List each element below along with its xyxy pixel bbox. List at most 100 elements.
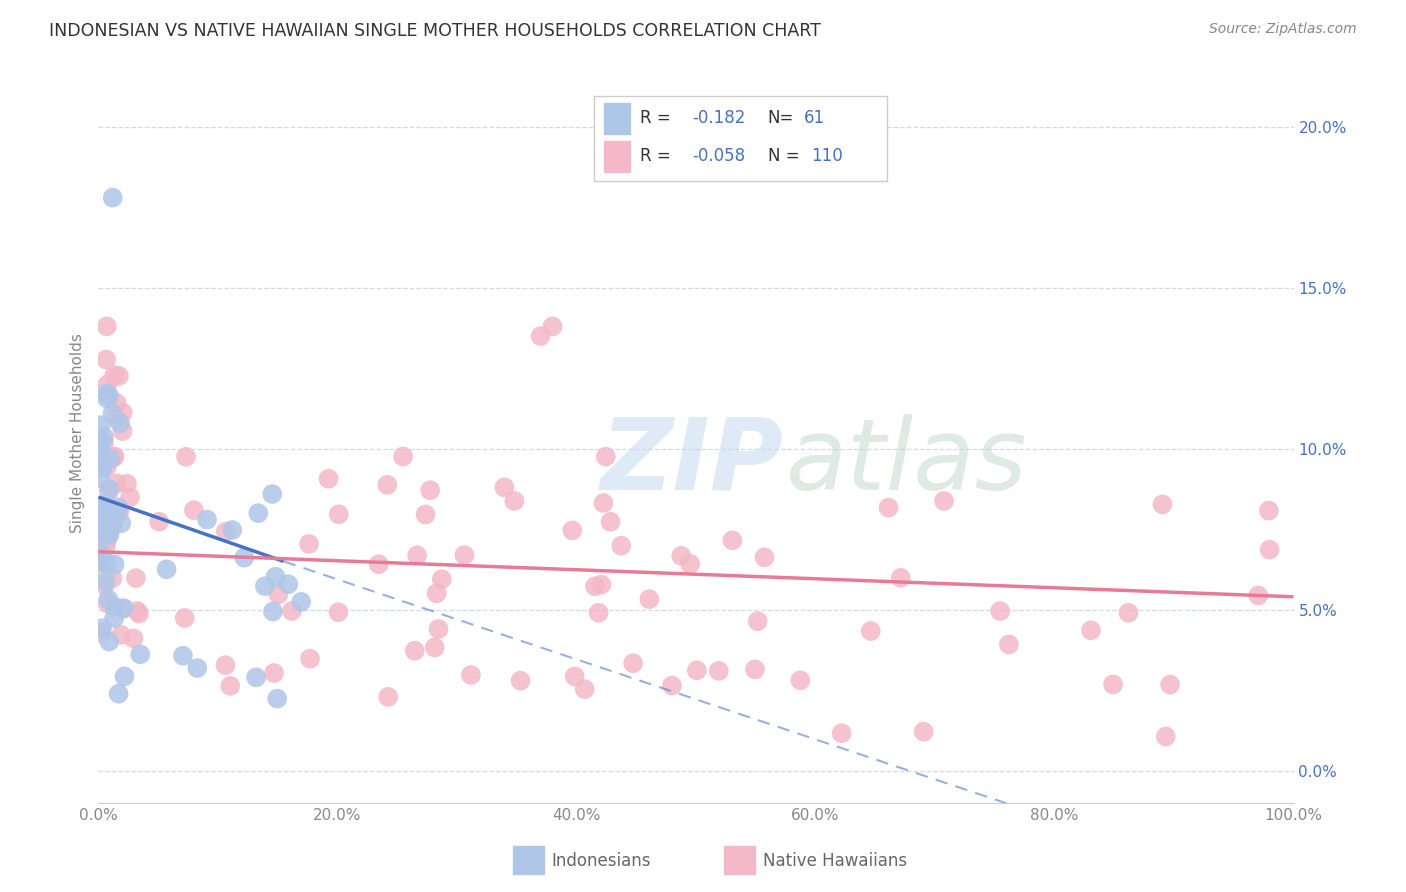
Point bbox=[148, 515, 170, 529]
Point bbox=[247, 506, 270, 520]
Point bbox=[890, 571, 912, 585]
Point bbox=[173, 611, 195, 625]
Point bbox=[96, 386, 118, 401]
Point bbox=[172, 648, 194, 663]
Point bbox=[96, 392, 118, 406]
Point bbox=[110, 628, 132, 642]
Point bbox=[127, 604, 149, 618]
Point bbox=[661, 679, 683, 693]
Point bbox=[89, 551, 111, 566]
Point bbox=[453, 548, 475, 562]
Point bbox=[262, 487, 284, 501]
Point bbox=[98, 634, 121, 648]
Text: atlas: atlas bbox=[786, 414, 1028, 511]
Point bbox=[101, 519, 124, 533]
Text: Source: ZipAtlas.com: Source: ZipAtlas.com bbox=[1209, 22, 1357, 37]
Point bbox=[96, 555, 118, 569]
Point bbox=[118, 490, 141, 504]
Point bbox=[591, 577, 613, 591]
Point bbox=[103, 368, 125, 383]
Y-axis label: Single Mother Households: Single Mother Households bbox=[69, 333, 84, 533]
Point bbox=[96, 527, 118, 541]
Text: 110: 110 bbox=[811, 147, 842, 165]
Point bbox=[94, 352, 117, 367]
Point bbox=[415, 508, 437, 522]
Point bbox=[107, 506, 129, 520]
Point bbox=[375, 477, 398, 491]
Text: R =: R = bbox=[640, 109, 676, 127]
Point bbox=[264, 570, 287, 584]
Point bbox=[509, 673, 531, 688]
Point bbox=[754, 550, 776, 565]
Point bbox=[108, 417, 131, 431]
Text: -0.058: -0.058 bbox=[692, 147, 745, 165]
Point bbox=[245, 670, 267, 684]
Point bbox=[101, 519, 124, 533]
Point bbox=[621, 657, 644, 671]
Point bbox=[574, 682, 596, 697]
Point bbox=[98, 389, 121, 403]
Point bbox=[253, 579, 276, 593]
Point bbox=[1159, 677, 1181, 691]
Point bbox=[214, 658, 236, 673]
Point bbox=[671, 549, 693, 563]
Point bbox=[430, 572, 453, 586]
Point bbox=[101, 511, 124, 525]
Point bbox=[89, 444, 111, 458]
Point bbox=[831, 726, 853, 740]
Point bbox=[96, 533, 118, 548]
Point bbox=[90, 458, 112, 473]
Point bbox=[377, 690, 399, 704]
Point bbox=[94, 539, 117, 553]
Point bbox=[367, 558, 389, 572]
Point bbox=[89, 557, 111, 571]
Point bbox=[90, 434, 112, 449]
Point bbox=[318, 472, 340, 486]
Point bbox=[91, 456, 114, 470]
Point bbox=[262, 605, 284, 619]
Point bbox=[104, 450, 127, 464]
Point bbox=[93, 436, 115, 450]
Text: N =: N = bbox=[768, 147, 799, 165]
Point bbox=[87, 500, 110, 514]
Point bbox=[87, 435, 110, 450]
Point bbox=[221, 523, 243, 537]
Point bbox=[93, 430, 115, 444]
Point bbox=[707, 664, 730, 678]
Point bbox=[94, 574, 117, 589]
Point bbox=[988, 604, 1011, 618]
Point bbox=[105, 396, 128, 410]
Point bbox=[89, 471, 111, 485]
Text: R =: R = bbox=[640, 147, 676, 165]
Point bbox=[97, 592, 120, 607]
Point bbox=[1247, 589, 1270, 603]
Point bbox=[686, 663, 709, 677]
Point bbox=[94, 578, 117, 592]
Point bbox=[125, 571, 148, 585]
Point bbox=[115, 476, 138, 491]
Point bbox=[426, 586, 449, 600]
Point bbox=[107, 687, 129, 701]
Point bbox=[588, 606, 610, 620]
Text: INDONESIAN VS NATIVE HAWAIIAN SINGLE MOTHER HOUSEHOLDS CORRELATION CHART: INDONESIAN VS NATIVE HAWAIIAN SINGLE MOT… bbox=[49, 22, 821, 40]
Point bbox=[281, 604, 304, 618]
Point bbox=[263, 665, 285, 680]
Point bbox=[932, 494, 955, 508]
Point bbox=[93, 500, 115, 515]
Point bbox=[112, 601, 135, 615]
Point bbox=[112, 602, 135, 616]
Point bbox=[233, 550, 256, 565]
Point bbox=[219, 679, 242, 693]
Point bbox=[1258, 542, 1281, 557]
Point bbox=[97, 484, 120, 499]
Point bbox=[98, 452, 121, 467]
Point bbox=[103, 599, 125, 614]
Point bbox=[1257, 503, 1279, 517]
Point bbox=[98, 528, 121, 542]
Point bbox=[97, 524, 120, 539]
Text: ZIP: ZIP bbox=[600, 414, 783, 511]
Point bbox=[174, 450, 197, 464]
Point bbox=[195, 512, 218, 526]
Point bbox=[419, 483, 441, 498]
Point bbox=[97, 596, 120, 610]
